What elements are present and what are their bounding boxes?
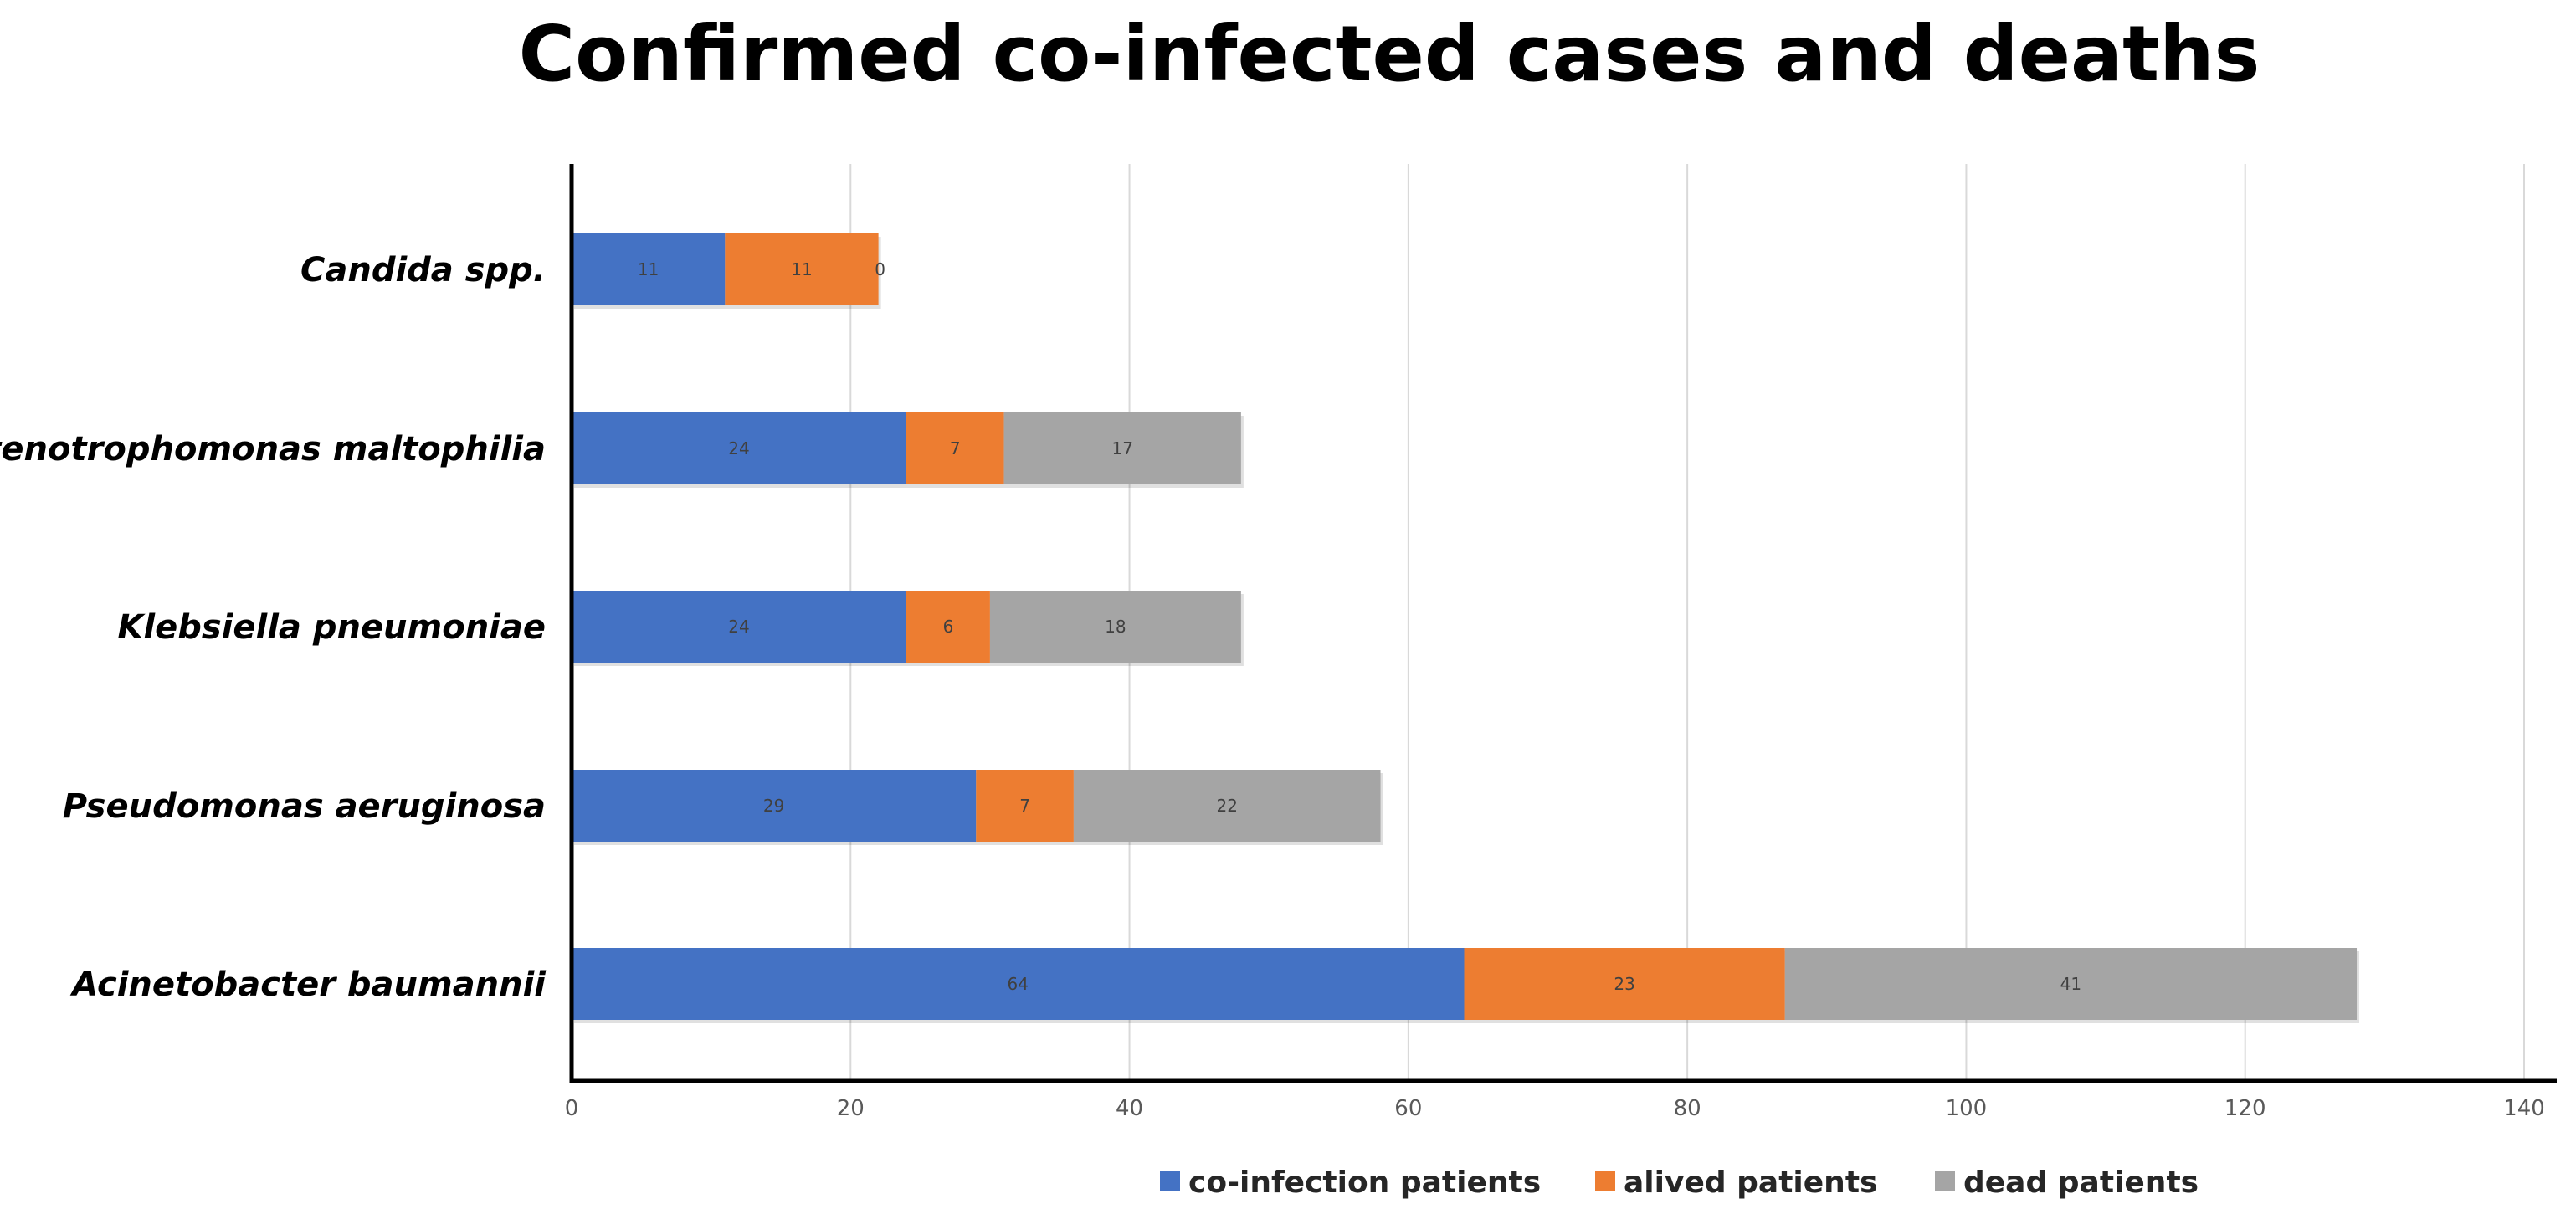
- x-tick-label: 80: [1674, 1096, 1701, 1121]
- bar-klebsiella-pneumoniae-alived-patients: [906, 591, 990, 663]
- data-label: 24: [728, 617, 749, 637]
- axes: [569, 164, 2557, 1083]
- bar-pseudomonas-aeruginosa-alived-patients: [976, 770, 1074, 842]
- category-labels: Candida spp. Stenotrophomonas maltophilia…: [0, 251, 547, 1004]
- legend-label-dead-patients: dead patients: [1963, 1165, 2199, 1200]
- data-label: 11: [791, 259, 812, 279]
- bar-stenotrophomonas-maltophilia-dead-patients: [1003, 412, 1241, 484]
- data-label: 6: [943, 617, 954, 637]
- bar-pseudomonas-aeruginosa-co-infection-patients: [572, 770, 977, 842]
- bar-acinetobacter-baumannii-alived-patients: [1464, 948, 1785, 1020]
- legend-swatch-alived-patients: [1595, 1171, 1615, 1191]
- bar-pseudomonas-aeruginosa-dead-patients: [1073, 770, 1381, 842]
- category-label-candida-spp: Candida spp.: [300, 251, 546, 289]
- gridlines: [849, 164, 2525, 1081]
- legend-swatch-dead-patients: [1935, 1171, 1955, 1191]
- bar-candida-spp-co-infection-patients: [572, 233, 726, 305]
- data-label: 7: [1019, 796, 1030, 816]
- legend-label-co-infection-patients: co-infection patients: [1188, 1165, 1541, 1200]
- category-label-stenotrophomonas-maltophilia: Stenotrophomonas maltophilia: [0, 430, 546, 469]
- x-tick-label: 140: [2503, 1096, 2545, 1121]
- data-label: 7: [950, 438, 961, 458]
- category-label-klebsiella-pneumoniae: Klebsiella pneumoniae: [117, 608, 546, 647]
- x-tick-label: 20: [837, 1096, 865, 1121]
- legend-label-alived-patients: alived patients: [1624, 1165, 1877, 1200]
- data-label: 29: [763, 796, 784, 816]
- legend: co-infection patients alived patients dead…: [1160, 1165, 2199, 1200]
- data-label: 0: [875, 259, 885, 279]
- data-label: 23: [1614, 974, 1634, 994]
- bar-candida-spp-alived-patients: [725, 233, 879, 305]
- data-label: 24: [728, 438, 749, 458]
- data-label: 17: [1112, 438, 1133, 458]
- bar-stenotrophomonas-maltophilia-alived-patients: [906, 412, 1004, 484]
- data-label: 18: [1105, 617, 1126, 637]
- x-tick-label: 100: [1946, 1096, 1988, 1121]
- bar-stenotrophomonas-maltophilia-co-infection-patients: [572, 412, 906, 484]
- data-label: 22: [1216, 796, 1237, 816]
- data-labels: 11 11 0 24 7 17 24 6 18 29 7 22 64 23 41: [638, 259, 2081, 994]
- bars: [572, 233, 2360, 1023]
- bar-klebsiella-pneumoniae-dead-patients: [989, 591, 1241, 663]
- x-tick-label: 60: [1394, 1096, 1422, 1121]
- data-label: 41: [2060, 974, 2081, 994]
- chart-title: Confirmed co-infected cases and deaths: [519, 9, 2260, 99]
- x-tick-label: 120: [2224, 1096, 2266, 1121]
- x-tick-label: 0: [565, 1096, 579, 1121]
- category-label-acinetobacter-baumannii: Acinetobacter baumannii: [69, 966, 547, 1004]
- bar-klebsiella-pneumoniae-co-infection-patients: [572, 591, 906, 663]
- legend-swatch-co-infection-patients: [1160, 1171, 1180, 1191]
- bar-acinetobacter-baumannii-dead-patients: [1784, 948, 2358, 1020]
- data-label: 64: [1008, 974, 1029, 994]
- data-label: 11: [638, 259, 659, 279]
- x-tick-label: 40: [1116, 1096, 1143, 1121]
- bar-acinetobacter-baumannii-co-infection-patients: [572, 948, 1465, 1020]
- x-tick-labels: 0 20 40 60 80 100 120 140: [565, 1096, 2545, 1121]
- category-label-pseudomonas-aeruginosa: Pseudomonas aeruginosa: [63, 787, 546, 826]
